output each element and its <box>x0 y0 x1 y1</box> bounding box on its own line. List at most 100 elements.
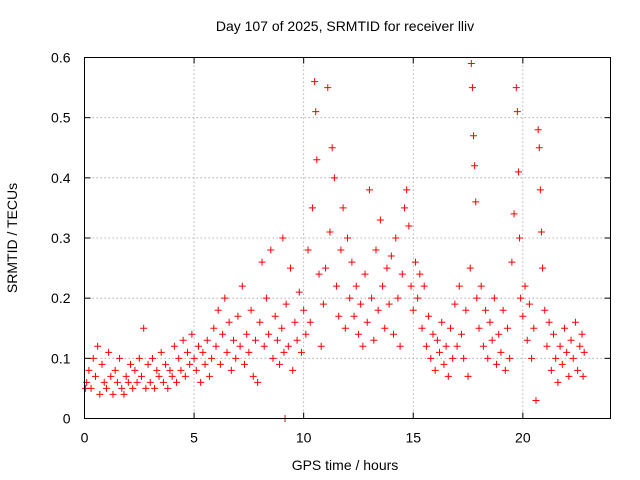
data-point <box>313 156 321 164</box>
data-point <box>335 312 343 320</box>
data-point <box>153 366 161 374</box>
data-point <box>535 144 543 152</box>
data-point <box>225 318 233 326</box>
data-point <box>447 324 455 332</box>
data-point <box>420 282 428 290</box>
data-point <box>120 390 128 398</box>
data-point <box>578 330 586 338</box>
data-point <box>276 360 284 368</box>
data-point <box>425 312 433 320</box>
data-point <box>223 348 231 356</box>
data-point <box>387 252 395 260</box>
data-point <box>337 246 345 254</box>
data-point <box>146 378 154 386</box>
data-point <box>477 282 485 290</box>
data-point <box>240 360 248 368</box>
data-point <box>124 378 132 386</box>
data-point <box>324 84 332 92</box>
data-point <box>543 342 551 350</box>
data-point <box>563 348 571 356</box>
data-point <box>297 348 305 356</box>
data-point <box>495 330 503 338</box>
data-point <box>571 318 579 326</box>
data-point <box>212 342 220 350</box>
data-point <box>140 324 148 332</box>
data-point <box>431 366 439 374</box>
data-point <box>418 324 426 332</box>
data-point <box>203 336 211 344</box>
data-point <box>521 282 529 290</box>
data-point <box>96 390 104 398</box>
data-point <box>579 372 587 380</box>
y-tick-label: 0.5 <box>51 110 71 126</box>
data-point <box>433 336 441 344</box>
data-point <box>271 312 279 320</box>
data-point <box>262 294 270 302</box>
data-point <box>155 372 163 380</box>
data-point <box>278 324 286 332</box>
data-point <box>289 366 297 374</box>
data-points <box>82 60 588 422</box>
x-tick-label: 5 <box>190 430 198 446</box>
data-point <box>122 372 130 380</box>
data-point <box>460 354 468 362</box>
data-point <box>256 318 264 326</box>
data-point <box>109 390 117 398</box>
data-point <box>390 330 398 338</box>
data-point <box>576 342 584 350</box>
data-point <box>438 318 446 326</box>
data-point <box>168 372 176 380</box>
data-point <box>91 372 99 380</box>
data-point <box>457 330 465 338</box>
data-point <box>501 366 509 374</box>
data-point <box>175 354 183 362</box>
data-point <box>379 282 387 290</box>
data-point <box>137 372 145 380</box>
data-point <box>510 210 518 218</box>
data-point <box>205 372 213 380</box>
data-point <box>287 264 295 272</box>
data-point <box>164 384 172 392</box>
data-point <box>449 354 457 362</box>
data-point <box>192 366 200 374</box>
data-point <box>414 294 422 302</box>
x-tick-label: 15 <box>405 430 421 446</box>
data-point <box>166 366 174 374</box>
data-point <box>409 306 417 314</box>
data-point <box>170 342 178 350</box>
data-point <box>493 360 501 368</box>
y-tick-label: 0.6 <box>51 50 71 66</box>
data-point <box>519 312 527 320</box>
y-tick-label: 0 <box>63 411 71 427</box>
data-point <box>251 336 259 344</box>
data-point <box>245 348 253 356</box>
data-point <box>216 360 224 368</box>
data-point <box>398 270 406 278</box>
data-point <box>94 342 102 350</box>
data-point <box>475 324 483 332</box>
data-point <box>151 384 159 392</box>
x-tick-label: 20 <box>515 430 531 446</box>
data-point <box>221 294 229 302</box>
data-point <box>560 324 568 332</box>
data-point <box>376 216 384 224</box>
data-point <box>580 348 588 356</box>
data-point <box>466 264 474 272</box>
data-point <box>188 330 196 338</box>
data-point <box>184 348 192 356</box>
data-point <box>133 378 141 386</box>
data-point <box>411 258 419 266</box>
data-point <box>210 324 218 332</box>
data-point <box>517 294 525 302</box>
data-point <box>429 330 437 338</box>
data-point <box>344 234 351 242</box>
data-point <box>558 360 566 368</box>
data-point <box>503 324 511 332</box>
data-point <box>341 324 349 332</box>
data-point <box>293 336 301 344</box>
data-point <box>427 354 435 362</box>
data-point <box>159 378 167 386</box>
data-point <box>269 354 277 362</box>
data-point <box>346 294 354 302</box>
